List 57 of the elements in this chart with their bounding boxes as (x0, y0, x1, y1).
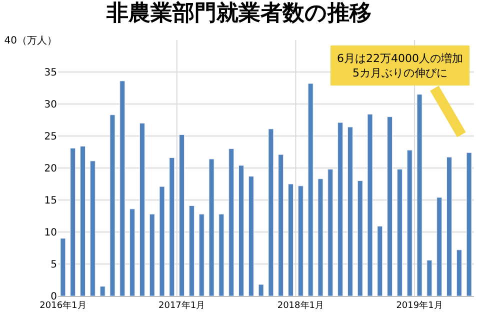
bar (406, 150, 412, 296)
bar (377, 226, 383, 296)
bar (278, 154, 284, 296)
bar (466, 152, 472, 296)
bar (110, 114, 116, 296)
bar (347, 126, 353, 296)
bar (268, 128, 274, 296)
bar (70, 148, 76, 296)
y-tick-label: 35 (44, 68, 57, 78)
bar (396, 169, 402, 296)
bar (130, 208, 136, 296)
bar (238, 165, 244, 296)
bar (198, 214, 204, 296)
bar (120, 80, 126, 296)
bar (60, 238, 66, 296)
bar (328, 169, 334, 296)
y-tick-label: 20 (44, 164, 57, 174)
bar (80, 146, 86, 296)
bar (139, 122, 145, 296)
x-tick-label: 2018年1月 (277, 300, 324, 311)
bar (436, 197, 442, 296)
y-tick-label: 5 (50, 260, 57, 270)
bar (218, 214, 224, 296)
bar (258, 284, 264, 296)
y-tick-label: 10 (44, 228, 57, 238)
bar (308, 83, 314, 296)
y-tick-label: 15 (44, 196, 57, 206)
bar (387, 116, 393, 296)
x-tick-label: 2017年1月 (158, 300, 206, 311)
bar (357, 180, 363, 296)
annotation: 6月は22万4000人の増加 5カ月ぶりの伸びに (337, 52, 463, 80)
bar (298, 186, 304, 296)
bar (338, 122, 344, 296)
bar (169, 158, 175, 296)
bar (228, 148, 234, 296)
bar (446, 156, 452, 296)
chart-title: 非農業部門就業者数の推移 (106, 0, 372, 26)
bar (416, 94, 422, 296)
bar (208, 158, 214, 296)
bar (248, 176, 254, 296)
bar (288, 184, 294, 296)
y-tick-label: 25 (44, 132, 57, 142)
bar (456, 250, 462, 296)
bar (100, 286, 106, 296)
bar (159, 186, 165, 296)
bar (90, 160, 96, 296)
y-tick-label: 0 (50, 292, 57, 302)
bar (367, 114, 373, 296)
bar (179, 134, 185, 296)
y-tick-label: 30 (44, 100, 57, 110)
bar (149, 214, 155, 296)
x-tick-label: 2016年1月 (40, 300, 86, 311)
bar (426, 260, 432, 296)
bar (188, 206, 194, 296)
bar (318, 178, 324, 296)
x-tick-label: 2019年1月 (396, 300, 443, 311)
y-tick-label: 40（万人） (4, 36, 57, 46)
